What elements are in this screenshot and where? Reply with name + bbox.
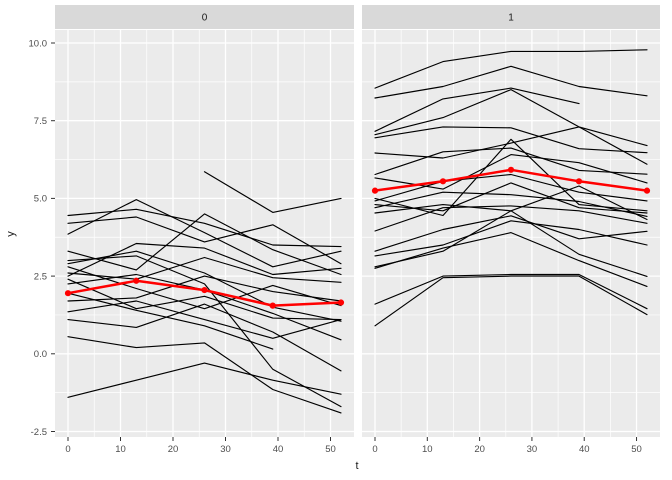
x-tick-label: 30 xyxy=(527,444,538,455)
trajectory-line xyxy=(374,49,648,89)
y-tick-label: 7.5 xyxy=(34,116,47,127)
facet-strip-label-1: 1 xyxy=(508,13,514,24)
trajectory-line xyxy=(374,275,648,327)
trajectory-line xyxy=(374,191,648,217)
trajectory-line xyxy=(374,87,580,132)
trajectory-line xyxy=(374,89,648,147)
x-tick-label: 10 xyxy=(115,444,126,455)
trajectory-line xyxy=(374,220,648,257)
mean-point xyxy=(133,277,140,284)
x-tick-label: 40 xyxy=(579,444,590,455)
y-tick-label: 2.5 xyxy=(34,271,47,282)
trajectory-line xyxy=(374,232,648,287)
x-tick-label: 20 xyxy=(168,444,179,455)
x-tick-label: 30 xyxy=(220,444,231,455)
trajectory-line xyxy=(67,213,342,276)
mean-point xyxy=(643,187,651,194)
trajectory-line xyxy=(374,205,648,232)
trajectory-line xyxy=(203,171,342,213)
x-tick-label: 50 xyxy=(631,444,642,455)
mean-point xyxy=(575,178,583,185)
trajectory-line xyxy=(374,215,648,252)
trajectory-line xyxy=(374,147,648,176)
trajectory-line xyxy=(374,173,648,202)
trajectory-line xyxy=(67,250,342,322)
x-axis-title: t xyxy=(355,460,358,472)
mean-point xyxy=(439,178,447,185)
x-tick-label: 50 xyxy=(325,444,336,455)
mean-point xyxy=(64,290,72,297)
trajectory-line xyxy=(67,292,274,350)
trajectory-line xyxy=(67,242,342,277)
trajectory-line xyxy=(67,199,342,268)
trajectory-line xyxy=(67,362,342,398)
y-tick-label: 5.0 xyxy=(34,194,47,205)
trajectory-line xyxy=(67,336,342,414)
trajectory-line xyxy=(67,275,342,302)
trajectory-line xyxy=(67,303,342,372)
y-tick-label: -2.5 xyxy=(31,427,47,438)
facet-strip-0 xyxy=(55,5,354,29)
y-tick-label: 0.0 xyxy=(34,349,47,360)
trajectory-line xyxy=(374,65,648,99)
mean-point xyxy=(507,166,515,173)
y-axis-title: y xyxy=(5,231,17,237)
trajectory-line xyxy=(67,300,342,339)
trajectory-line xyxy=(374,182,648,214)
x-tick-label: 0 xyxy=(372,444,377,455)
facet-strip-1 xyxy=(362,5,660,29)
mean-point xyxy=(269,302,276,309)
mean-point xyxy=(201,286,208,294)
trajectory-line xyxy=(374,273,648,310)
trajectory-line xyxy=(67,216,342,265)
panel-background-0 xyxy=(55,30,354,437)
trajectory-line xyxy=(67,266,342,310)
trajectory-line xyxy=(374,126,648,165)
mean-point xyxy=(337,299,345,306)
trajectory-line xyxy=(67,255,342,408)
x-tick-label: 0 xyxy=(65,444,70,455)
facet-strip-label-0: 0 xyxy=(202,13,208,24)
y-tick-label: 10.0 xyxy=(29,38,48,49)
x-tick-label: 10 xyxy=(422,444,433,455)
x-tick-label: 20 xyxy=(474,444,485,455)
trajectory-line xyxy=(374,210,648,277)
mean-point xyxy=(371,187,379,194)
x-tick-label: 40 xyxy=(273,444,284,455)
trajectory-line xyxy=(374,126,648,154)
